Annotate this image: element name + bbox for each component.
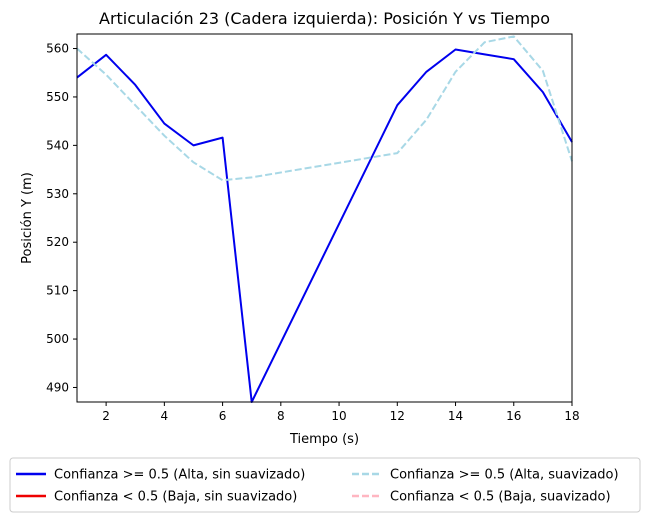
x-tick-label: 8 xyxy=(277,409,285,423)
y-tick-label: 510 xyxy=(46,284,69,298)
x-tick-label: 16 xyxy=(506,409,521,423)
y-tick-label: 550 xyxy=(46,90,69,104)
y-tick-label: 540 xyxy=(46,138,69,152)
legend: Confianza >= 0.5 (Alta, sin suavizado) Co… xyxy=(9,457,641,513)
series-line-1 xyxy=(76,48,573,403)
x-axis-label: Tiempo (s) xyxy=(289,432,359,447)
x-tick-label: 12 xyxy=(390,409,405,423)
y-tick-label: 500 xyxy=(46,332,69,346)
series-line-3 xyxy=(76,35,573,182)
series-layer xyxy=(76,35,573,403)
y-axis-label: Posición Y (m) xyxy=(20,172,35,264)
legend-label-2: Confianza < 0.5 (Baja, sin suavizado) xyxy=(54,490,297,505)
x-axis: 2 4 6 8 10 12 14 16 18 xyxy=(102,402,580,423)
legend-items: Confianza >= 0.5 (Alta, sin suavizado) Co… xyxy=(16,468,619,505)
legend-label-1: Confianza >= 0.5 (Alta, sin suavizado) xyxy=(54,468,305,483)
legend-label-4: Confianza < 0.5 (Baja, suavizado) xyxy=(390,490,611,505)
x-tick-label: 2 xyxy=(102,409,110,423)
x-tick-label: 14 xyxy=(448,409,463,423)
y-tick-label: 560 xyxy=(46,42,69,56)
x-tick-label: 18 xyxy=(564,409,579,423)
y-axis: 490 500 510 520 530 540 550 560 xyxy=(46,42,77,394)
legend-frame xyxy=(9,457,641,513)
y-tick-label: 490 xyxy=(46,380,69,394)
x-tick-label: 10 xyxy=(331,409,346,423)
plot-area-frame xyxy=(76,33,573,403)
y-tick-label: 530 xyxy=(46,187,69,201)
chart-title: Articulación 23 (Cadera izquierda): Posi… xyxy=(99,9,550,28)
x-tick-label: 6 xyxy=(219,409,227,423)
y-tick-label: 520 xyxy=(46,235,69,249)
x-tick-label: 4 xyxy=(161,409,169,423)
legend-label-3: Confianza >= 0.5 (Alta, suavizado) xyxy=(390,468,619,483)
